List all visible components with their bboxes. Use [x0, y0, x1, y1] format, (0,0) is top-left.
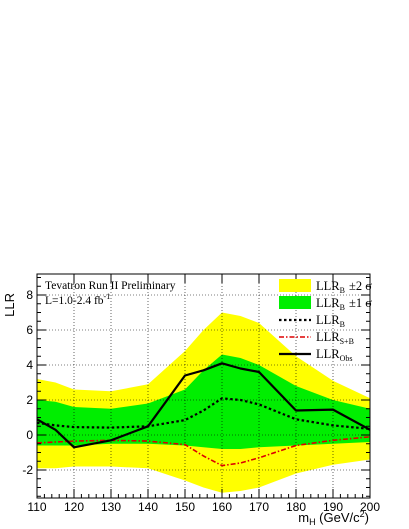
legend-swatch — [279, 279, 311, 292]
sigma-bands — [37, 312, 370, 493]
y-tick-labels: -2 0 2 4 6 8 — [22, 288, 33, 477]
series-line-obs — [37, 362, 370, 449]
legend-label-sub: Obs — [340, 354, 353, 363]
legend-label-extra: ±2 σ — [349, 279, 372, 293]
x-tick-label: 190 — [323, 500, 343, 514]
x-tick-label: 180 — [286, 500, 306, 514]
x-tick-label: 140 — [138, 500, 158, 514]
legend-item: LLRObs — [279, 347, 353, 363]
legend-label: LLRB ±1 σ — [316, 296, 372, 312]
y-tick-label: 6 — [26, 323, 33, 337]
legend-label: LLRB ±2 σ — [316, 279, 372, 295]
x-tick-label: 200 — [360, 500, 380, 514]
annotation-experiment: Tevatron Run II Preliminary — [45, 280, 176, 292]
legend-item: LLRB ±1 σ — [279, 296, 372, 312]
legend-label-extra: ±1 σ — [349, 296, 372, 310]
annotation-luminosity: L=1.0-2.4 fb-1 — [45, 292, 110, 307]
legend-label: LLRB — [316, 313, 345, 329]
legend-label: LLRObs — [316, 347, 353, 363]
band-1sigma — [37, 354, 370, 449]
legend-item: LLRB ±2 σ — [279, 279, 372, 295]
y-tick-label: 8 — [26, 288, 33, 302]
x-axis-title-close: ) — [365, 510, 369, 525]
y-axis-title: LLR — [2, 293, 17, 317]
x-axis-title-unit: (GeV/c — [316, 510, 361, 525]
plot-frame — [36, 273, 371, 499]
y-tick-label: -2 — [22, 463, 33, 477]
legend-swatch — [279, 296, 311, 309]
x-axis-title-unit-sup: 2 — [360, 509, 365, 519]
legend-label-sub: S+B — [340, 337, 354, 346]
series-lines — [37, 362, 370, 467]
legend-label-main: LLR — [316, 313, 340, 327]
legend-item: LLRB — [279, 313, 345, 329]
y-tick-label: 2 — [26, 393, 33, 407]
legend-label-sub: B — [340, 303, 345, 312]
y-tick-label: 0 — [26, 428, 33, 442]
x-tick-label: 130 — [101, 500, 121, 514]
annotation-luminosity-main: L=1.0-2.4 fb — [45, 295, 104, 307]
x-tick-labels: 110 120 130 140 150 160 170 180 190 200 — [27, 500, 380, 514]
axis-ticks — [36, 274, 371, 498]
x-axis-title-sub: H — [309, 517, 316, 527]
legend-label-main: LLR — [316, 330, 340, 344]
legend-label-main: LLR — [316, 347, 340, 361]
legend-item: LLRS+B — [279, 330, 354, 346]
annotation-luminosity-sup: -1 — [104, 292, 111, 301]
y-tick-label: 4 — [26, 358, 33, 372]
x-tick-label: 120 — [64, 500, 84, 514]
x-tick-label: 170 — [249, 500, 269, 514]
legend-label-sub: B — [340, 320, 345, 329]
series-line-b — [37, 397, 370, 430]
x-tick-label: 110 — [27, 500, 46, 514]
legend-label-main: LLR — [316, 296, 340, 310]
legend-label-sub: B — [340, 286, 345, 295]
x-axis-title-main: m — [298, 510, 309, 525]
grid-lines — [37, 274, 370, 498]
x-axis-title: mH (GeV/c2) — [298, 509, 369, 527]
x-tick-label: 160 — [212, 500, 232, 514]
legend-label-main: LLR — [316, 279, 340, 293]
legend-label: LLRS+B — [316, 330, 354, 346]
series-line-splusb — [37, 436, 370, 467]
x-tick-label: 150 — [175, 500, 195, 514]
